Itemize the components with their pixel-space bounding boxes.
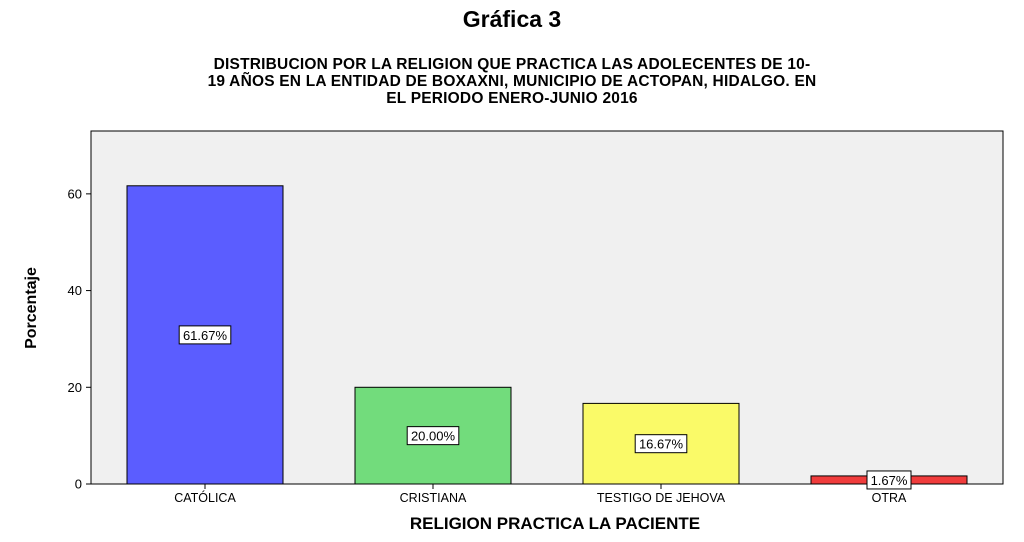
x-tick-label: TESTIGO DE JEHOVA [597,491,726,505]
chart-title-line-2: 19 AÑOS EN LA ENTIDAD DE BOXAXNI, MUNICI… [207,73,817,90]
chart-title: DISTRIBUCION POR LA RELIGION QUE PRACTIC… [0,56,1024,107]
x-tick-label: CRISTIANA [400,491,467,505]
y-tick-label: 0 [75,477,82,492]
data-label-box [178,325,232,345]
data-label: 20.00% [411,429,456,444]
y-axis-title: Porcentaje [23,267,40,349]
y-tick-label: 60 [68,186,82,201]
data-label: 61.67% [183,328,228,343]
data-label-box [866,470,912,490]
figure-label: Gráfica 3 [462,6,562,32]
y-tick-label: 40 [68,283,82,298]
data-label: 1.67% [871,473,908,488]
x-tick-label: OTRA [872,491,907,505]
x-axis-title: RELIGION PRACTICA LA PACIENTE [410,514,700,533]
data-label-box [406,426,460,446]
y-tick-label: 20 [68,380,82,395]
data-label-box [634,434,688,454]
chart-title-line-3: EL PERIODO ENERO-JUNIO 2016 [386,90,638,107]
x-tick-label: CATÓLICA [174,490,236,505]
data-label: 16.67% [639,437,684,452]
chart-title-line-1: DISTRIBUCION POR LA RELIGION QUE PRACTIC… [213,56,811,73]
